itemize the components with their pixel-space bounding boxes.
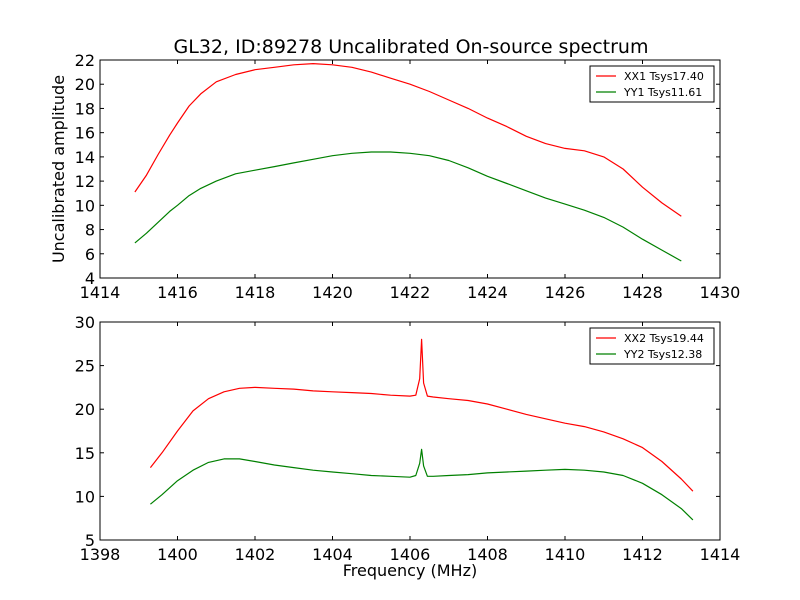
y-tick-label: 10: [75, 196, 95, 215]
x-tick-label: 1418: [235, 283, 276, 302]
x-tick-label: 1420: [312, 283, 353, 302]
series-line-2: [150, 448, 694, 521]
y-tick-label: 4: [85, 269, 95, 288]
subplot-2: 1398 1400 1402 1404 1406 1408 1410 1412 1414 5 10 1…: [75, 313, 741, 580]
series-line-1: [149, 338, 694, 492]
x-axis-label: Frequency (MHz): [343, 561, 477, 580]
x-tick-label: 1428: [622, 283, 663, 302]
x-tick-label: 1398: [80, 545, 121, 564]
x-tick-label: 1410: [545, 545, 586, 564]
chart-title: GL32, ID:89278 Uncalibrated On-source sp…: [174, 36, 649, 58]
y-tick-label: 15: [75, 444, 95, 463]
y-tick-label: 16: [75, 124, 95, 143]
legend: XX2 Tsys19.44 YY2 Tsys12.38: [589, 327, 715, 365]
y-tick-label: 10: [75, 487, 95, 506]
x-tick-label: 1430: [700, 283, 741, 302]
legend-label: YY1 Tsys11.61: [623, 86, 702, 99]
y-tick-label: 12: [75, 172, 95, 191]
legend-label: XX1 Tsys17.40: [624, 70, 704, 83]
x-tick-label: 1424: [467, 283, 508, 302]
x-tick-label: 1400: [157, 545, 198, 564]
y-tick-label: 22: [75, 51, 95, 70]
x-tick-label: 1408: [467, 545, 508, 564]
x-tick-label: 1426: [545, 283, 586, 302]
y-tick-label: 20: [75, 75, 95, 94]
y-tick-label: 8: [85, 221, 95, 240]
y-tick-label: 20: [75, 400, 95, 419]
x-tick-label: 1406: [390, 545, 431, 564]
y-tick-label: 25: [75, 357, 95, 376]
legend-box: [589, 65, 715, 103]
x-tick-label: 1416: [157, 283, 198, 302]
x-tick-label: 1422: [390, 283, 431, 302]
series-line-1: [134, 62, 682, 217]
chart-panels: 1414 1416 1418 1420 1422 1424 1426 1428 14304681…: [49, 51, 740, 580]
y-tick-label: 14: [75, 148, 95, 167]
y-tick-label: 6: [85, 245, 95, 264]
y-tick-label: 30: [75, 313, 95, 332]
y-tick-label: 18: [75, 99, 95, 118]
x-tick-label: 1414: [80, 283, 121, 302]
x-tick-label: 1414: [700, 545, 741, 564]
x-tick-label: 1402: [235, 545, 276, 564]
x-tick-label: 1404: [312, 545, 353, 564]
subplot-1: 1414 1416 1418 1420 1422 1424 1426 1428 14304681…: [49, 51, 740, 302]
legend: XX1 Tsys17.40 YY1 Tsys11.61: [589, 65, 715, 103]
y-tick-label: 5: [85, 531, 95, 550]
legend-label: YY2 Tsys12.38: [623, 348, 702, 361]
legend-label: XX2 Tsys19.44: [624, 332, 704, 345]
y-axis-label: Uncalibrated amplitude: [49, 75, 68, 263]
series-line-2: [134, 151, 682, 262]
legend-box: [589, 327, 715, 365]
x-tick-label: 1412: [622, 545, 663, 564]
